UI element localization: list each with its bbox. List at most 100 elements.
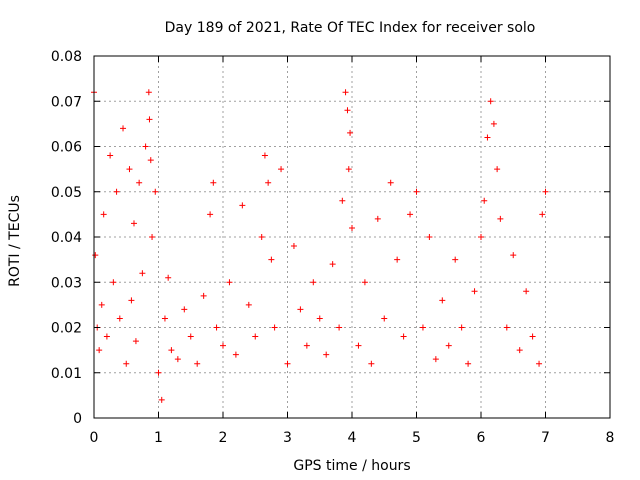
data-point bbox=[400, 333, 407, 340]
data-point bbox=[471, 288, 478, 295]
x-tick-label: 7 bbox=[541, 430, 550, 446]
data-point bbox=[497, 215, 504, 222]
data-point bbox=[123, 360, 130, 367]
y-tick-label: 0.01 bbox=[51, 366, 82, 382]
data-point bbox=[310, 279, 317, 286]
data-point bbox=[165, 274, 172, 281]
data-point bbox=[490, 120, 497, 127]
data-point bbox=[542, 188, 549, 195]
data-point bbox=[213, 324, 220, 331]
data-point bbox=[465, 360, 472, 367]
data-point bbox=[136, 179, 143, 186]
data-point bbox=[96, 347, 103, 354]
x-tick-label: 5 bbox=[412, 430, 421, 446]
data-point bbox=[487, 98, 494, 105]
data-point bbox=[347, 129, 354, 136]
data-points bbox=[91, 89, 549, 403]
data-point bbox=[181, 306, 188, 313]
y-tick-label: 0.04 bbox=[51, 230, 82, 246]
data-point bbox=[484, 134, 491, 141]
data-point bbox=[516, 347, 523, 354]
x-tick-label: 6 bbox=[477, 430, 486, 446]
data-point bbox=[239, 202, 246, 209]
data-point bbox=[92, 252, 99, 259]
data-point bbox=[110, 279, 117, 286]
x-tick-label: 4 bbox=[348, 430, 357, 446]
data-point bbox=[323, 351, 330, 358]
data-point bbox=[481, 197, 488, 204]
data-point bbox=[407, 211, 414, 218]
data-point bbox=[116, 315, 123, 322]
data-point bbox=[523, 288, 530, 295]
data-point bbox=[426, 234, 433, 240]
data-point bbox=[152, 188, 159, 195]
data-point bbox=[130, 220, 137, 227]
y-axis-label: ROTI / TECUs bbox=[7, 195, 23, 287]
data-point bbox=[103, 333, 110, 340]
data-point bbox=[458, 324, 465, 331]
data-point bbox=[252, 333, 259, 340]
data-point bbox=[226, 279, 233, 286]
data-point bbox=[374, 215, 381, 222]
data-point bbox=[161, 315, 168, 322]
data-point bbox=[297, 306, 304, 313]
data-point bbox=[345, 166, 352, 173]
data-point bbox=[290, 243, 297, 250]
data-point bbox=[149, 234, 156, 240]
data-point bbox=[147, 157, 154, 164]
data-point bbox=[271, 324, 278, 331]
y-tick-label: 0.08 bbox=[51, 49, 82, 65]
data-point bbox=[342, 89, 349, 96]
y-axis-ticks: 0 0.01 0.02 0.03 0.04 0.05 0.06 0.07 0.08 bbox=[51, 49, 610, 427]
x-tick-label: 8 bbox=[606, 430, 615, 446]
data-point bbox=[98, 301, 105, 308]
data-point bbox=[284, 360, 291, 367]
data-point bbox=[432, 356, 439, 363]
data-point bbox=[381, 315, 388, 322]
x-axis-ticks: 0 1 2 3 4 5 6 7 8 bbox=[90, 56, 615, 446]
data-point bbox=[261, 152, 268, 159]
y-tick-label: 0.06 bbox=[51, 140, 82, 156]
data-point bbox=[155, 369, 162, 376]
data-point bbox=[194, 360, 201, 367]
data-point bbox=[200, 292, 207, 299]
data-point bbox=[344, 107, 351, 114]
data-point bbox=[413, 188, 420, 195]
data-point bbox=[168, 347, 175, 354]
data-point bbox=[126, 166, 133, 173]
data-point bbox=[339, 197, 346, 204]
data-point bbox=[128, 297, 135, 304]
data-point bbox=[139, 270, 146, 277]
data-point bbox=[232, 351, 239, 358]
data-point bbox=[107, 152, 114, 159]
data-point bbox=[113, 188, 120, 195]
data-point bbox=[265, 179, 272, 186]
data-point bbox=[132, 338, 139, 345]
data-point bbox=[268, 256, 275, 263]
data-point bbox=[258, 234, 265, 240]
data-point bbox=[419, 324, 426, 331]
data-point bbox=[510, 252, 517, 259]
data-point bbox=[349, 224, 355, 231]
data-point bbox=[439, 297, 446, 304]
data-point bbox=[145, 89, 152, 96]
y-tick-label: 0.03 bbox=[51, 275, 82, 291]
data-point bbox=[100, 211, 107, 218]
chart-title: Day 189 of 2021, Rate Of TEC Index for r… bbox=[165, 20, 536, 36]
data-point bbox=[210, 179, 217, 186]
data-point bbox=[355, 342, 362, 349]
data-point bbox=[368, 360, 375, 367]
x-tick-label: 2 bbox=[219, 430, 228, 446]
x-tick-label: 3 bbox=[283, 430, 292, 446]
data-point bbox=[220, 342, 226, 349]
data-point bbox=[120, 125, 127, 132]
y-tick-label: 0.02 bbox=[51, 321, 82, 337]
data-point bbox=[174, 356, 181, 363]
data-point bbox=[452, 256, 459, 263]
data-point bbox=[494, 166, 501, 173]
y-tick-label: 0 bbox=[73, 411, 82, 427]
data-point bbox=[245, 301, 252, 308]
data-point bbox=[478, 234, 484, 240]
data-point bbox=[142, 143, 149, 150]
